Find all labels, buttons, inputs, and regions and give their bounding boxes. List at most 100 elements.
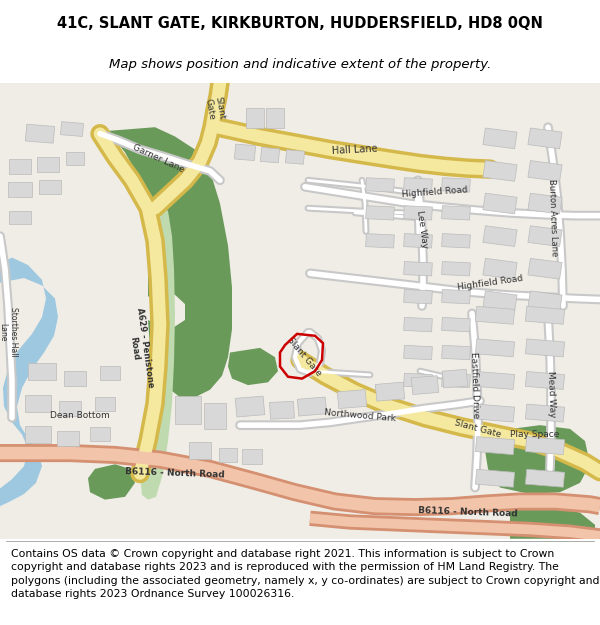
Polygon shape [90,428,110,441]
Polygon shape [442,369,468,388]
Polygon shape [526,371,565,389]
Polygon shape [64,371,86,386]
Text: Dean Bottom: Dean Bottom [50,411,110,421]
Polygon shape [375,382,405,401]
Polygon shape [404,318,433,332]
Polygon shape [483,128,517,149]
Polygon shape [148,292,185,326]
Polygon shape [485,425,590,494]
Polygon shape [189,442,211,459]
Polygon shape [404,234,433,248]
Text: Slant
Gate: Slant Gate [203,96,227,122]
Polygon shape [475,306,515,324]
Polygon shape [475,469,515,488]
Polygon shape [404,346,433,360]
Text: Slant Gate: Slant Gate [454,418,502,439]
Polygon shape [266,107,284,128]
Polygon shape [61,122,83,136]
Polygon shape [483,226,517,246]
Polygon shape [25,124,55,143]
Text: A629 - Penistone
Road: A629 - Penistone Road [125,306,155,389]
Polygon shape [526,469,565,488]
Text: B6116 - North Road: B6116 - North Road [125,468,225,480]
Polygon shape [175,396,201,424]
Text: Highfield Road: Highfield Road [457,274,523,292]
Polygon shape [483,161,517,181]
Polygon shape [219,448,237,462]
Polygon shape [25,396,51,412]
Polygon shape [528,193,562,214]
Polygon shape [483,258,517,279]
Polygon shape [235,396,265,417]
Text: Hall Lane: Hall Lane [332,143,378,156]
Polygon shape [260,148,280,163]
Text: Storthes Hall
Lane: Storthes Hall Lane [0,307,18,357]
Text: 41C, SLANT GATE, KIRKBURTON, HUDDERSFIELD, HD8 0QN: 41C, SLANT GATE, KIRKBURTON, HUDDERSFIEL… [57,16,543,31]
Polygon shape [442,373,470,388]
Polygon shape [108,127,232,398]
Polygon shape [140,206,175,499]
Text: Map shows position and indicative extent of the property.: Map shows position and indicative extent… [109,58,491,71]
Polygon shape [337,389,367,409]
Polygon shape [526,339,565,357]
Polygon shape [88,464,135,499]
Polygon shape [269,401,295,419]
Polygon shape [475,437,515,454]
Text: Highfield Road: Highfield Road [401,186,469,199]
Polygon shape [442,346,470,360]
Polygon shape [246,107,264,128]
Text: Lee Way: Lee Way [415,210,429,249]
Text: Play Space: Play Space [511,430,560,439]
Text: Northwood Park: Northwood Park [324,408,396,424]
Polygon shape [404,206,433,220]
Polygon shape [528,128,562,149]
Polygon shape [442,261,470,276]
Text: Burton Acres Lane: Burton Acres Lane [547,179,559,256]
Text: B6116 - North Road: B6116 - North Road [418,506,518,519]
Polygon shape [526,306,565,324]
Polygon shape [442,234,470,248]
Polygon shape [9,159,31,174]
Polygon shape [242,449,262,464]
Polygon shape [57,431,79,446]
Polygon shape [100,366,120,380]
Polygon shape [404,177,433,192]
Polygon shape [9,211,31,224]
Polygon shape [528,258,562,279]
Text: Garner Lane: Garner Lane [131,143,185,175]
Polygon shape [528,291,562,312]
Polygon shape [365,234,394,248]
Polygon shape [483,291,517,312]
Polygon shape [411,376,439,394]
Polygon shape [28,362,56,379]
Polygon shape [475,404,515,422]
Polygon shape [0,258,58,506]
Polygon shape [442,177,470,192]
Polygon shape [528,226,562,246]
Polygon shape [442,206,470,220]
Polygon shape [365,177,394,192]
Polygon shape [235,144,256,161]
Text: Eastfield Drive: Eastfield Drive [469,352,481,419]
Polygon shape [526,437,565,454]
Polygon shape [66,152,84,166]
Text: Contains OS data © Crown copyright and database right 2021. This information is : Contains OS data © Crown copyright and d… [11,549,599,599]
Polygon shape [286,150,305,164]
Polygon shape [475,371,515,389]
Polygon shape [37,157,59,172]
Polygon shape [404,261,433,276]
Polygon shape [39,180,61,194]
Polygon shape [442,289,470,304]
Polygon shape [442,318,470,332]
Polygon shape [483,193,517,214]
Polygon shape [528,161,562,181]
Text: Mead Way: Mead Way [545,371,556,418]
Polygon shape [95,397,115,411]
Text: Slant Gate: Slant Gate [285,336,323,378]
Polygon shape [297,397,327,416]
Polygon shape [475,339,515,357]
Polygon shape [404,289,433,304]
Polygon shape [8,182,32,197]
Polygon shape [510,506,595,539]
Polygon shape [59,401,81,416]
